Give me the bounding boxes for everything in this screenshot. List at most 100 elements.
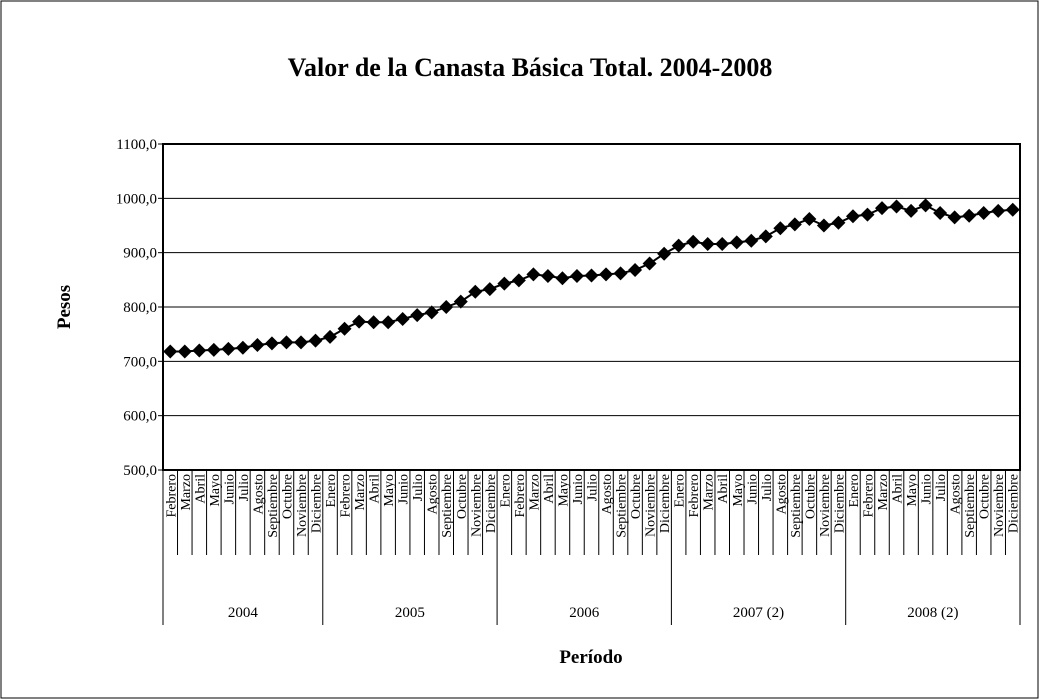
- data-point: [933, 206, 948, 221]
- x-tick-label: Junio: [222, 474, 237, 504]
- data-point: [439, 300, 454, 314]
- data-point: [889, 199, 904, 214]
- data-point: [511, 273, 526, 288]
- x-tick-label: Enero: [673, 474, 688, 507]
- x-tick-label: Mayo: [905, 474, 920, 507]
- data-point: [773, 221, 788, 236]
- x-tick-label: Junio: [571, 474, 586, 504]
- data-point: [715, 236, 730, 251]
- data-point: [163, 344, 178, 359]
- data-point: [526, 267, 541, 282]
- x-tick-label: Marzo: [527, 474, 542, 511]
- x-group-label: 2005: [395, 605, 425, 621]
- data-point: [352, 314, 367, 329]
- data-point: [482, 282, 497, 297]
- data-point: [264, 336, 279, 351]
- x-tick-label: Marzo: [179, 474, 194, 511]
- x-tick-label: Mayo: [731, 474, 746, 507]
- x-tick-label: Agosto: [426, 474, 441, 514]
- x-tick-label: Abril: [891, 474, 906, 504]
- x-tick-label: Mayo: [208, 474, 223, 507]
- x-tick-label: Octubre: [978, 474, 993, 519]
- data-point: [453, 294, 468, 309]
- data-point: [221, 341, 236, 356]
- data-point: [381, 315, 396, 330]
- data-point: [845, 209, 860, 224]
- x-tick-label: Febrero: [861, 474, 876, 518]
- data-point: [729, 235, 744, 250]
- x-tick-label: Mayo: [556, 474, 571, 507]
- x-tick-label: Septiembre: [789, 474, 804, 538]
- y-tick-label: 700,0: [123, 354, 157, 370]
- x-tick-label: Agosto: [774, 474, 789, 514]
- y-axis-label: Pesos: [54, 285, 75, 329]
- x-tick-label: Agosto: [600, 474, 615, 514]
- data-point: [424, 305, 439, 320]
- x-tick-label: Septiembre: [266, 474, 281, 538]
- data-point: [323, 329, 338, 344]
- x-tick-label: Febrero: [513, 474, 528, 518]
- x-tick-label: Julio: [934, 474, 949, 501]
- data-point: [904, 203, 919, 218]
- data-point: [337, 321, 352, 336]
- data-point: [947, 210, 962, 225]
- data-point: [860, 207, 875, 222]
- x-tick-label: Noviembre: [992, 474, 1007, 537]
- plot-area: [162, 143, 1021, 471]
- data-point: [758, 229, 773, 244]
- x-tick-label: Mayo: [382, 474, 397, 507]
- x-axis-label: Período: [559, 647, 622, 668]
- data-point: [250, 338, 265, 353]
- data-point: [700, 236, 715, 251]
- data-point: [642, 256, 657, 271]
- data-point: [628, 263, 643, 278]
- y-tick-label: 1000,0: [116, 191, 157, 207]
- data-point: [1005, 202, 1020, 217]
- x-group-label: 2006: [569, 605, 600, 621]
- x-tick-label: Octubre: [629, 474, 644, 519]
- x-tick-label: Febrero: [687, 474, 702, 518]
- data-point: [875, 201, 890, 216]
- x-tick-label: Abril: [193, 474, 208, 504]
- x-tick-label: Abril: [542, 474, 557, 504]
- data-point: [831, 215, 846, 230]
- x-tick-label: Septiembre: [440, 474, 455, 538]
- x-tick-label: Abril: [716, 474, 731, 504]
- data-point: [235, 340, 250, 355]
- data-point: [686, 234, 701, 249]
- x-tick-label: Agosto: [251, 474, 266, 514]
- data-point: [787, 217, 802, 232]
- data-point: [918, 198, 933, 213]
- x-tick-label: Diciembre: [658, 474, 673, 533]
- x-tick-label: Octubre: [280, 474, 295, 519]
- x-tick-label: Noviembre: [644, 474, 659, 537]
- data-point: [584, 268, 599, 283]
- x-tick-label: Noviembre: [295, 474, 310, 537]
- y-tick-label: 900,0: [123, 246, 157, 262]
- x-tick-label: Julio: [411, 474, 426, 501]
- chart-title: Valor de la Canasta Básica Total. 2004-2…: [288, 53, 773, 82]
- x-tick-label: Marzo: [353, 474, 368, 511]
- data-point: [192, 343, 207, 358]
- x-group-label: 2007 (2): [733, 605, 784, 621]
- data-point: [293, 335, 308, 350]
- data-point: [802, 211, 817, 226]
- x-tick-label: Diciembre: [310, 474, 325, 533]
- x-tick-label: Octubre: [803, 474, 818, 519]
- x-tick-label: Marzo: [702, 474, 717, 511]
- x-tick-label: Junio: [397, 474, 412, 504]
- data-point: [816, 218, 831, 233]
- x-group-label: 2008 (2): [907, 605, 958, 621]
- y-tick-label: 1100,0: [116, 137, 157, 153]
- x-tick-label: Julio: [760, 474, 775, 501]
- x-tick-label: Febrero: [339, 474, 354, 518]
- data-point: [962, 208, 977, 223]
- x-tick-label: Diciembre: [832, 474, 847, 533]
- x-tick-label: Diciembre: [1007, 474, 1022, 533]
- x-tick-label: Julio: [237, 474, 252, 501]
- data-point: [177, 344, 192, 359]
- data-point: [569, 269, 584, 284]
